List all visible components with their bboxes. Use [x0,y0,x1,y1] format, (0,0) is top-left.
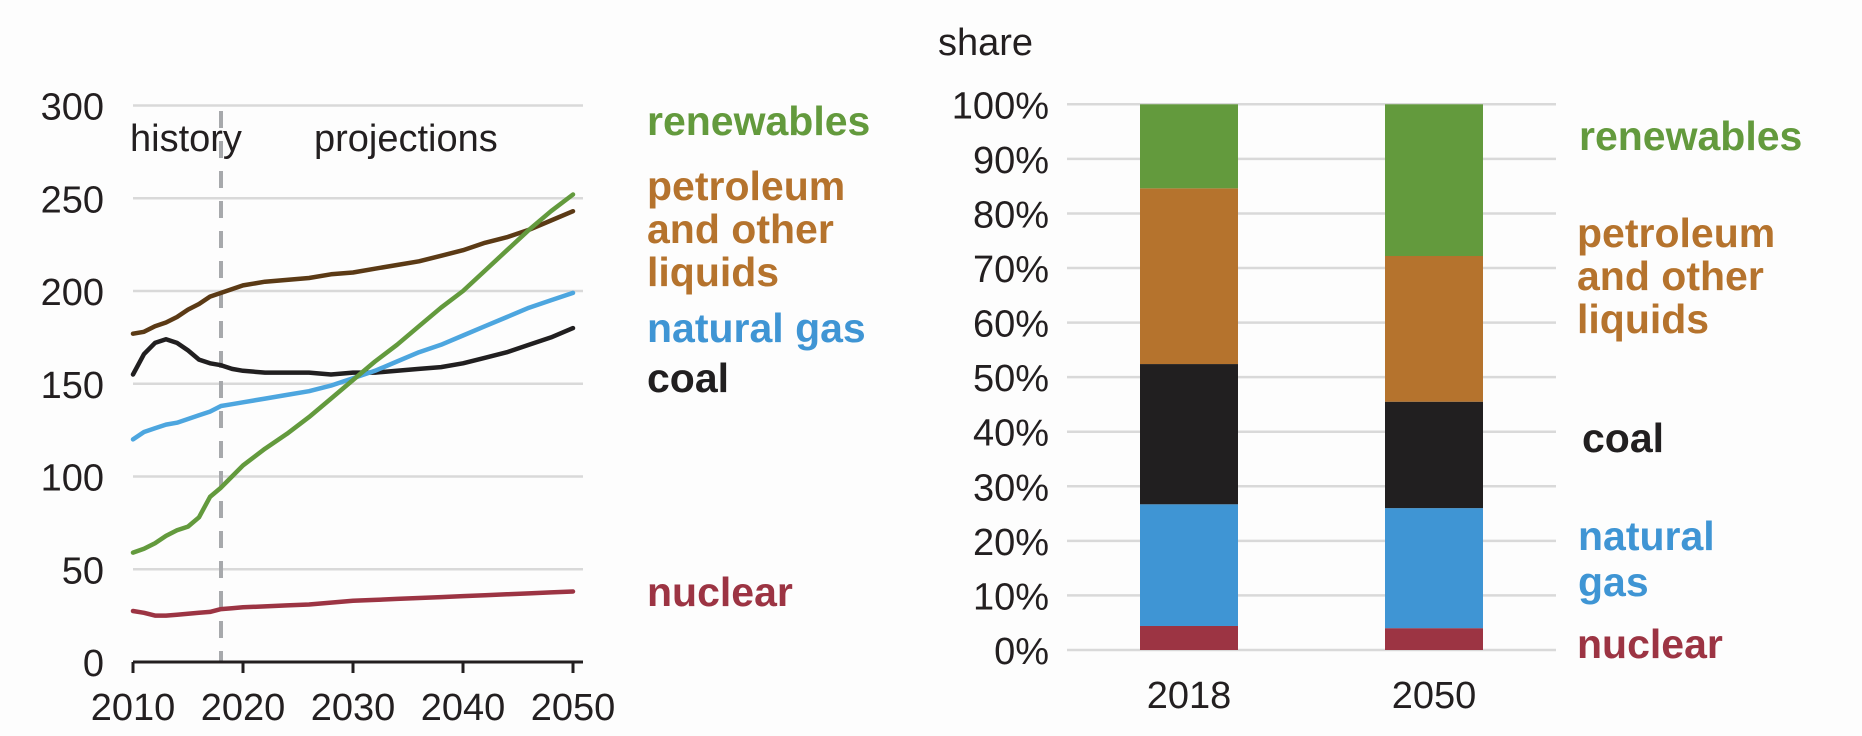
x-tick-label: 2018 [1147,675,1232,717]
legend-label-renewables: renewables [647,98,870,144]
legend-label-natural-gas: natural [1578,513,1715,559]
line-chart-x-axis: 2010 2020 2030 2040 2050 [91,660,616,729]
x-tick-label: 2050 [531,687,616,729]
y-tick-label: 100 [41,458,104,500]
y-tick-label: 50 [62,550,104,592]
legend-label-natural-gas: gas [1578,559,1649,605]
y-tick-label: 40% [973,413,1049,455]
series-line-renewables [130,192,576,555]
series-line-coal [130,325,576,377]
y-tick-label: 100% [952,85,1049,127]
y-tick-label: 80% [973,194,1049,236]
y-tick-label: 90% [973,140,1049,182]
series-line-natural-gas [130,290,576,442]
y-tick-label: 200 [41,272,104,314]
bar-chart-y-tick-labels: 0% 10% 20% 30% 40% 50% 60% 70% 80% 90% 100% [952,85,1049,673]
y-tick-label: 50% [973,358,1049,400]
series-line-nuclear [130,589,576,618]
y-tick-label: 300 [41,87,104,129]
legend-label-petroleum: petroleum [1577,210,1775,256]
bar-segment-petroleum-2050 [1385,256,1483,402]
legend-label-petroleum: liquids [1577,296,1709,342]
bar-segment-natural-gas-2050 [1385,508,1483,629]
bar-segment-renewables-2050 [1385,104,1483,257]
legend-label-petroleum: and other [1577,253,1764,299]
history-label: history [130,118,242,160]
line-chart-y-tick-labels: 0 50 100 150 200 250 300 [41,87,104,686]
y-tick-label: 20% [973,522,1049,564]
legend-label-nuclear: nuclear [1577,621,1723,667]
y-tick-label: 0 [83,643,104,685]
bar-segment-nuclear-2050 [1385,628,1483,650]
legend-label-coal: coal [1582,415,1664,461]
y-tick-label: 250 [41,179,104,221]
legend-label-petroleum: and other [647,206,834,252]
y-tick-label: 60% [973,304,1049,346]
legend-label-petroleum: liquids [647,249,779,295]
bar-segment-renewables-2018 [1140,104,1238,189]
y-tick-label: 150 [41,365,104,407]
bar-segment-petroleum-2018 [1140,188,1238,365]
x-tick-label: 2050 [1392,675,1477,717]
line-chart: 0 50 100 150 200 250 300 history projections 2… [41,87,871,730]
bar-segment-coal-2018 [1140,364,1238,505]
y-tick-label: 70% [973,249,1049,291]
x-tick-label: 2020 [201,687,286,729]
x-tick-label: 2030 [311,687,396,729]
y-tick-label: 30% [973,467,1049,509]
projections-label: projections [314,118,498,160]
bar-chart-bars [1140,104,1483,650]
bar-segment-nuclear-2018 [1140,625,1238,650]
bar-chart: share 0%10%20%30%40%50%60%70%80%90%100% … [938,22,1802,717]
y-tick-label: 10% [973,576,1049,618]
series-line-petroleum [130,208,576,336]
bar-segment-natural-gas-2018 [1140,504,1238,626]
x-tick-label: 2040 [421,687,506,729]
legend-label-coal: coal [647,355,729,401]
bar-segment-coal-2050 [1385,401,1483,509]
legend-label-renewables: renewables [1579,113,1802,159]
x-tick-label: 2010 [91,687,176,729]
bar-chart-y-axis-title: share [938,22,1033,64]
legend-label-natural-gas: natural gas [647,305,866,351]
legend-label-petroleum: petroleum [647,163,845,209]
line-chart-gridlines [133,104,583,571]
line-chart-series [130,192,576,618]
y-tick-label: 0% [994,631,1049,673]
legend-label-nuclear: nuclear [647,569,793,615]
bar-chart-x-tick-labels: 2018 2050 [1147,675,1477,717]
